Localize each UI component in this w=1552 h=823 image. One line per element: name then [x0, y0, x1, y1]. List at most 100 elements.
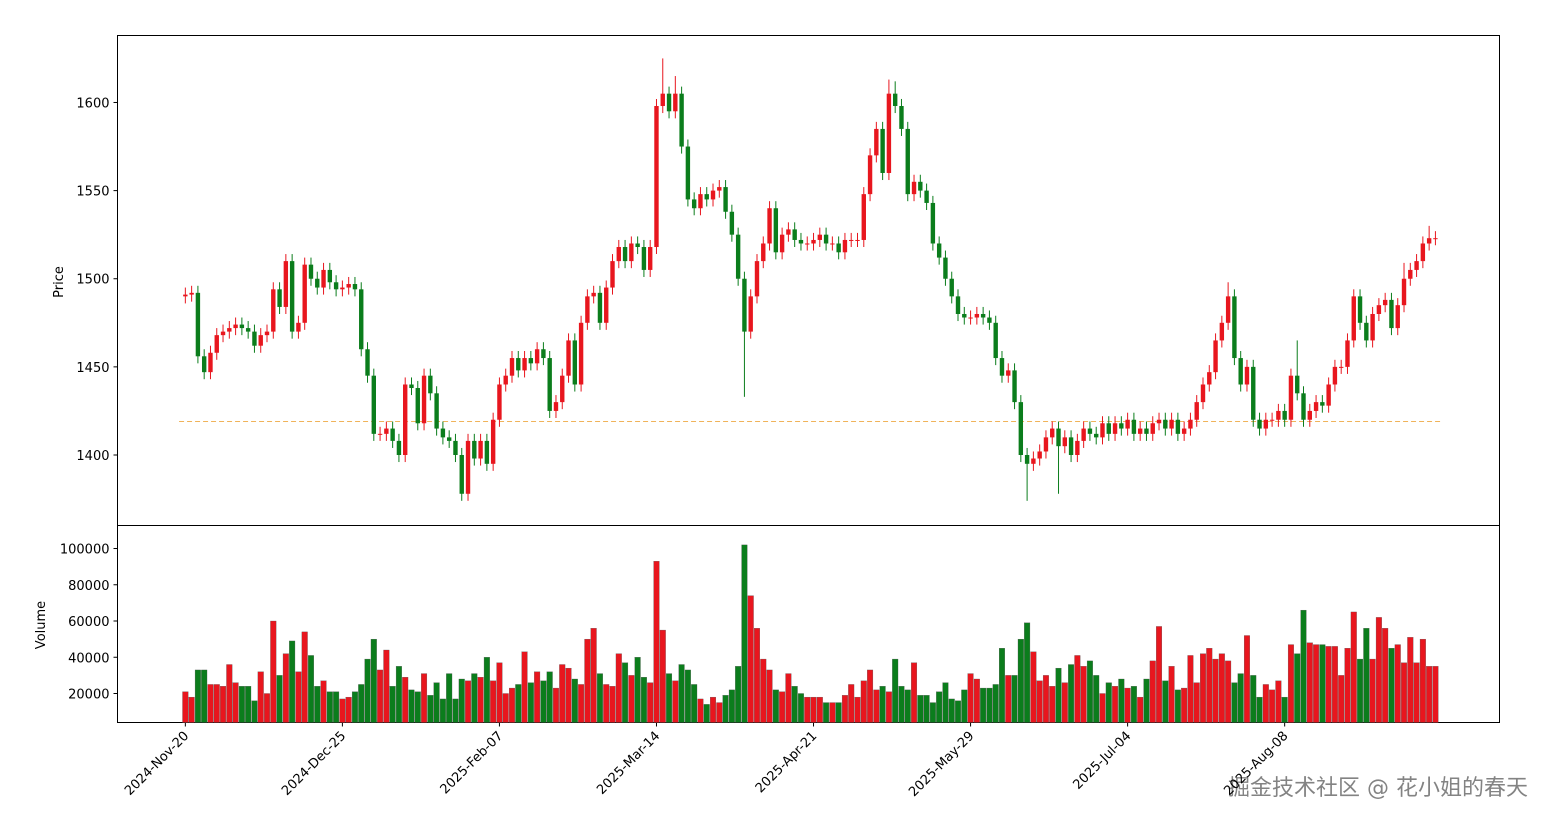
volume-bar	[1394, 644, 1401, 723]
volume-bar	[1388, 648, 1395, 723]
candle-body	[1263, 419, 1269, 429]
candle-body	[321, 269, 326, 288]
volume-bar	[270, 620, 277, 723]
volume-bar	[628, 675, 635, 723]
candle-body	[1282, 410, 1287, 420]
candle-body	[490, 419, 496, 464]
volume-bar	[433, 682, 440, 723]
volume-bar	[226, 664, 233, 723]
volume-bar	[238, 686, 245, 723]
candle-body	[245, 328, 251, 332]
volume-bar	[465, 680, 472, 723]
candle-body	[805, 243, 810, 245]
candle-body	[365, 349, 370, 376]
volume-bar	[961, 689, 968, 723]
volume-bar	[854, 696, 861, 723]
volume-bar	[414, 691, 421, 723]
candle-body	[390, 428, 395, 441]
volume-bar	[1357, 658, 1364, 723]
candle-body	[993, 322, 998, 359]
candle-body	[1175, 419, 1181, 434]
candle-body	[1169, 419, 1174, 429]
volume-bar	[1401, 662, 1407, 723]
volume-bar	[220, 686, 227, 723]
volume-bar	[1231, 682, 1238, 723]
volume-bar	[1382, 628, 1389, 723]
candle-body	[1094, 433, 1099, 438]
candle-body	[1137, 428, 1143, 434]
candle-body	[1056, 428, 1061, 447]
candle-body	[421, 375, 427, 424]
volume-bar	[201, 669, 208, 723]
candle-body	[817, 234, 823, 240]
volume-bar	[1250, 675, 1257, 723]
volume-bar	[552, 687, 559, 723]
candle-body	[1200, 384, 1206, 403]
volume-bar	[603, 684, 610, 723]
candle-body	[585, 296, 590, 323]
volume-bar	[389, 686, 396, 723]
volume-bar	[1344, 648, 1351, 723]
candle-body	[604, 287, 609, 323]
candle-body	[1225, 296, 1231, 323]
candle-body	[723, 187, 728, 212]
x-tick-label: 2025-Mar-14	[594, 729, 663, 798]
candle-body	[748, 296, 753, 332]
candle-body	[208, 352, 213, 373]
volume-bar	[502, 693, 509, 723]
candle-body	[1251, 366, 1256, 420]
candle-body	[1238, 358, 1243, 385]
x-tick-label: 2025-Feb-07	[438, 729, 507, 798]
candle-body	[201, 356, 207, 373]
candle-body	[214, 335, 219, 353]
candle-body	[1163, 419, 1168, 429]
candle-body	[980, 313, 986, 318]
volume-bar	[264, 693, 270, 723]
volume-bar	[1287, 644, 1294, 723]
volume-bar	[358, 684, 365, 723]
candle-body	[779, 234, 785, 253]
candle-body	[660, 93, 665, 107]
volume-bar	[427, 695, 434, 723]
volume-bar	[477, 677, 484, 723]
candle-body	[704, 194, 709, 200]
candle-body	[754, 261, 760, 297]
candle-body	[446, 437, 452, 441]
volume-bar	[1237, 673, 1244, 723]
candle-body	[227, 328, 232, 332]
volume-bar	[326, 691, 333, 723]
volume-bar	[446, 673, 453, 723]
volume-bar	[992, 684, 999, 723]
volume-bar	[766, 669, 773, 723]
candle-body	[666, 93, 672, 112]
volume-bar	[320, 680, 327, 723]
candle-body	[767, 208, 772, 244]
candle-body	[1313, 402, 1319, 411]
candle-body	[1112, 423, 1118, 434]
candle-body	[1301, 393, 1306, 420]
volume-bar	[571, 678, 578, 723]
candle-body	[252, 331, 257, 346]
candle-body	[641, 247, 647, 270]
volume-tick-label: 80000	[68, 579, 109, 594]
volume-bar	[1105, 682, 1112, 723]
candle-body	[1295, 375, 1300, 394]
volume-bar	[1036, 680, 1043, 723]
volume-bar	[728, 689, 735, 723]
volume-bar	[314, 686, 321, 723]
volume-bar	[967, 673, 974, 723]
candle-body	[553, 402, 559, 411]
volume-bar	[496, 662, 503, 723]
candle-body	[1276, 410, 1281, 420]
candle-body	[377, 433, 383, 435]
candle-body	[497, 384, 502, 420]
volume-bar	[1262, 684, 1269, 723]
candle-body	[1131, 419, 1137, 434]
candle-body	[547, 358, 552, 411]
volume-bar	[383, 649, 390, 723]
volume-bar	[439, 698, 446, 723]
candle-body	[315, 278, 320, 288]
candle-body	[1018, 402, 1024, 455]
candle-body	[616, 247, 621, 262]
